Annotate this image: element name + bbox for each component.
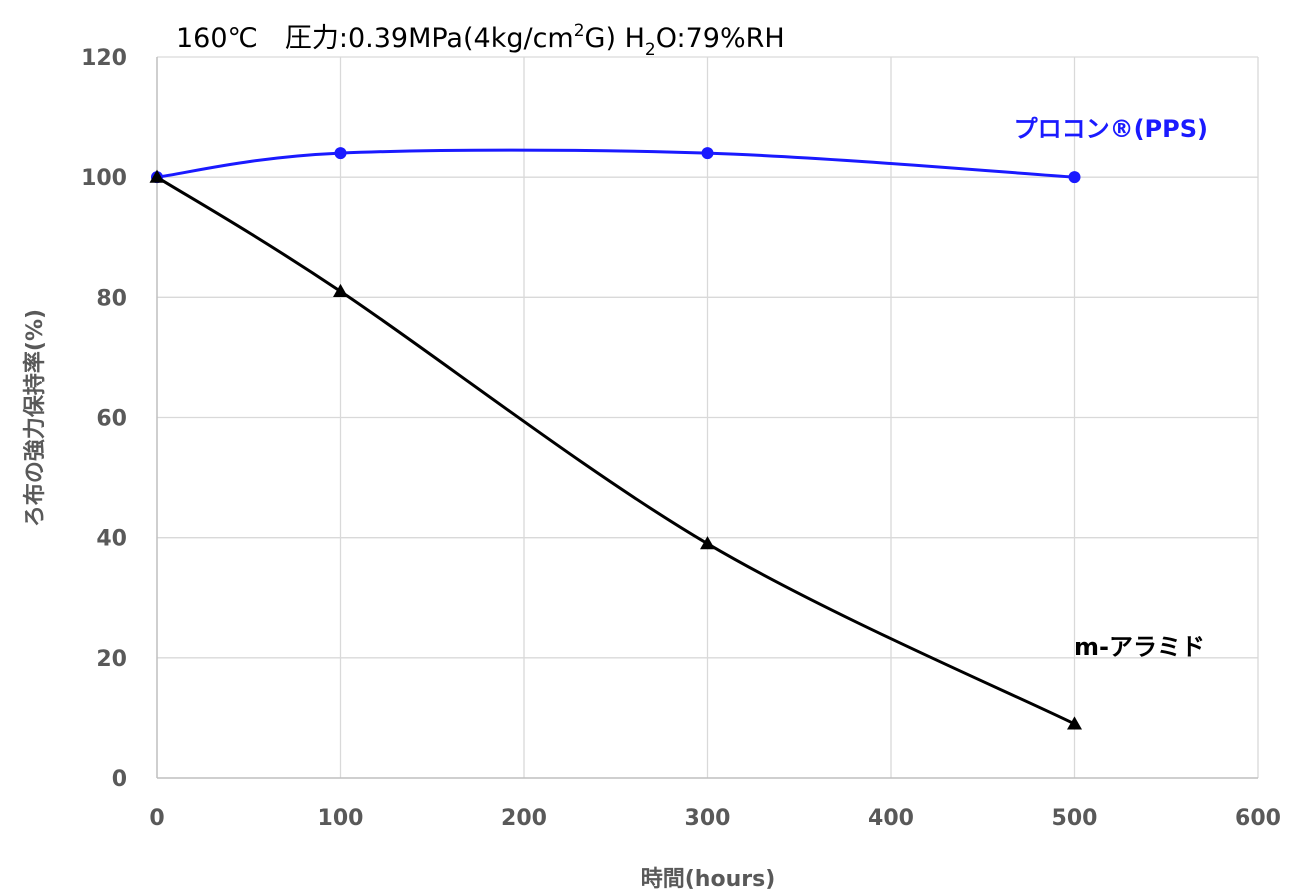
x-tick-label: 200: [501, 806, 547, 831]
y-tick-label: 20: [96, 647, 127, 672]
data-point-triangle: [700, 536, 715, 550]
data-point-circle: [1068, 171, 1081, 184]
y-tick-label: 60: [96, 407, 127, 432]
tick-labels: 0 100 200 300 400 500 600 0 20 40 60 80 100 120: [81, 46, 1281, 831]
data-point-triangle: [149, 169, 165, 183]
data-point-circle: [334, 147, 347, 160]
y-tick-label: 40: [96, 527, 127, 552]
series-line-1: [156, 175, 1076, 726]
series-label-aramid: m-アラミド: [1074, 633, 1205, 661]
title-main: 160℃ 圧力:0.39MPa(4kg/cm: [176, 23, 574, 54]
series-line-0: [156, 148, 1075, 179]
y-tick-label: 100: [81, 166, 127, 191]
title-mid: G) H: [585, 23, 645, 54]
data-point-triangle: [333, 283, 348, 297]
title-sub: 2: [645, 40, 656, 60]
x-tick-label: 100: [318, 806, 364, 831]
series-label-pps: プロコン®(PPS): [1014, 115, 1208, 143]
x-tick-label: 500: [1052, 806, 1098, 831]
y-tick-label: 80: [96, 286, 127, 311]
chart-title: 160℃ 圧力:0.39MPa(4kg/cm2G) H2O:79%RH: [176, 21, 785, 60]
series-lines: [156, 148, 1076, 726]
title-end: O:79%RH: [656, 23, 785, 54]
x-tick-label: 0: [149, 806, 164, 831]
title-sup: 2: [574, 21, 585, 41]
data-point-triangle: [1067, 716, 1082, 730]
x-axis-title: 時間(hours): [641, 867, 776, 892]
y-tick-label: 0: [112, 767, 127, 792]
y-axis-title: ろ布の強力保持率(%): [22, 309, 48, 527]
x-tick-label: 300: [685, 806, 731, 831]
gridlines: [157, 56, 1259, 778]
series-markers: [149, 147, 1082, 730]
y-tick-label: 120: [81, 46, 127, 71]
x-tick-label: 400: [868, 806, 914, 831]
data-point-circle: [701, 147, 714, 160]
x-tick-label: 600: [1235, 806, 1281, 831]
